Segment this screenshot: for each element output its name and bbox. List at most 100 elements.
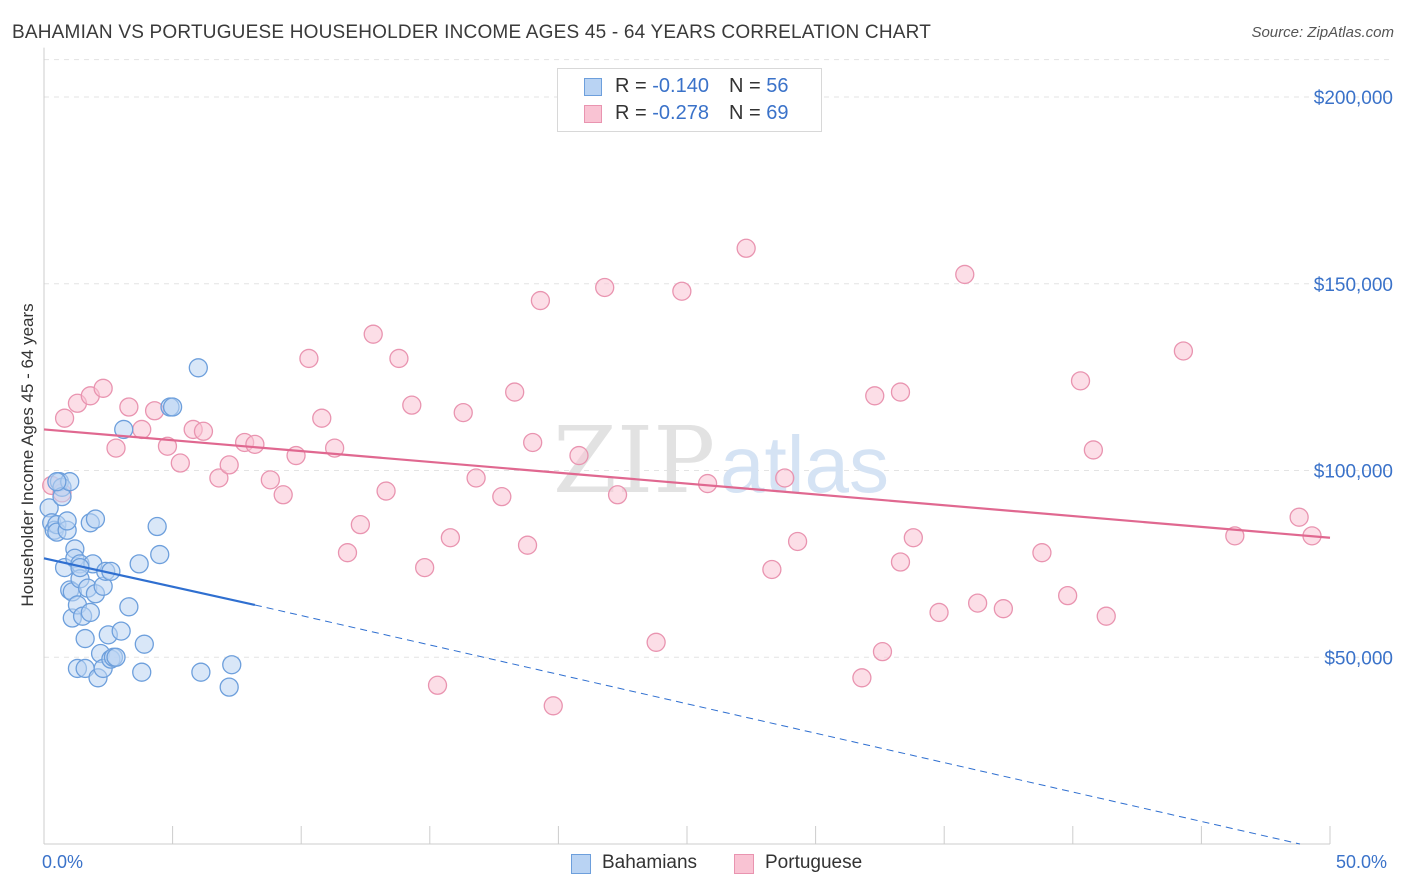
- legend-text-portuguese: R = -0.278 N = 69: [615, 102, 788, 125]
- portuguese-point: [219, 455, 239, 475]
- portuguese-point: [466, 468, 486, 488]
- bottom-legend-label-bahamians: Bahamians: [602, 852, 698, 873]
- portuguese-point: [762, 559, 782, 580]
- portuguese-point: [1289, 507, 1309, 527]
- portuguese-point: [1032, 543, 1052, 563]
- correlation-legend: R = -0.140 N = 56 R = -0.278 N = 69: [557, 68, 822, 132]
- portuguese-point: [312, 408, 332, 428]
- portuguese-point: [865, 386, 885, 406]
- bahamian-point: [111, 621, 131, 641]
- portuguese-point: [872, 641, 893, 662]
- portuguese-point: [440, 528, 461, 548]
- y-axis-label: Householder Income Ages 45 - 64 years: [18, 303, 37, 607]
- portuguese-point: [1070, 371, 1091, 391]
- portuguese-point: [903, 528, 923, 548]
- portuguese-point: [193, 421, 214, 441]
- portuguese-point: [787, 531, 808, 552]
- portuguese-point: [543, 696, 563, 716]
- portuguese-point: [1225, 526, 1245, 546]
- bahamian-point: [85, 509, 106, 529]
- portuguese-point: [517, 535, 538, 555]
- trend-layer: [43, 428, 1331, 845]
- portuguese-point: [337, 543, 358, 563]
- bahamian-point: [75, 628, 95, 649]
- portuguese-point: [523, 432, 543, 453]
- bottom-legend-label-portuguese: Portuguese: [765, 852, 863, 873]
- legend-text-bahamians: R = -0.140 N = 56: [615, 75, 788, 98]
- bahamian-point: [106, 647, 126, 667]
- y-tick-label: $150,000: [1314, 275, 1393, 296]
- bahamian-point: [114, 419, 134, 440]
- portuguese-point: [93, 378, 113, 398]
- portuguese-point: [245, 434, 265, 455]
- portuguese-point: [530, 290, 551, 311]
- portuguese-point: [955, 264, 975, 285]
- bottom-legend-swatch-portuguese: [734, 854, 754, 874]
- legend-swatch-portuguese: [584, 105, 602, 123]
- chart-title: BAHAMIAN VS PORTUGUESE HOUSEHOLDER INCOM…: [12, 22, 932, 43]
- bahamian-point: [147, 516, 167, 537]
- watermark-atlas: atlas: [720, 420, 889, 509]
- portuguese-point: [929, 602, 949, 623]
- legend-n-label: N =: [728, 102, 767, 124]
- portuguese-point: [119, 397, 139, 417]
- legend-n-value: 69: [766, 102, 789, 124]
- bahamian-point: [57, 511, 77, 531]
- bahamian-point: [47, 472, 67, 492]
- portuguese-point: [967, 593, 988, 613]
- portuguese-point: [646, 632, 666, 652]
- bahamian-point: [162, 397, 183, 417]
- y-tick-label: $50,000: [1324, 648, 1393, 669]
- legend-r-label: R =: [615, 75, 653, 97]
- portuguese-point: [157, 436, 178, 456]
- bahamian-point: [134, 634, 154, 654]
- portuguese-point: [54, 408, 75, 428]
- bahamian-trend-extension: [254, 604, 1301, 845]
- portuguese-point: [402, 395, 422, 415]
- portuguese-point: [1058, 585, 1078, 606]
- portuguese-point: [1173, 341, 1194, 361]
- bahamian-point: [219, 677, 239, 697]
- portuguese-point: [1083, 440, 1104, 460]
- bahamian-point: [188, 358, 208, 378]
- axes-layer: [43, 47, 1331, 845]
- portuguese-point: [890, 382, 911, 402]
- portuguese-points: [42, 238, 1322, 716]
- bahamian-point: [129, 554, 149, 574]
- portuguese-point: [569, 445, 589, 466]
- portuguese-point: [1096, 606, 1116, 626]
- portuguese-point: [427, 675, 448, 695]
- portuguese-point: [132, 419, 152, 440]
- portuguese-point: [363, 324, 383, 344]
- portuguese-point: [299, 348, 319, 369]
- legend-swatch-bahamians: [584, 78, 602, 96]
- legend-r-label: R =: [615, 102, 653, 124]
- portuguese-point: [376, 481, 396, 501]
- portuguese-point: [672, 281, 692, 301]
- portuguese-point: [775, 468, 795, 488]
- bahamian-point: [222, 655, 242, 675]
- bahamian-point: [191, 662, 211, 682]
- portuguese-point: [852, 668, 872, 688]
- portuguese-point: [209, 468, 229, 488]
- legend-n-label: N =: [728, 75, 767, 97]
- source-credit: Source: ZipAtlas.com: [1251, 24, 1394, 41]
- x-tick-label-min: 0.0%: [42, 852, 84, 872]
- portuguese-point: [389, 348, 409, 369]
- portuguese-point: [607, 485, 628, 505]
- grid-layer: [44, 59, 1394, 658]
- y-tick-label: $100,000: [1314, 462, 1393, 483]
- bahamian-point: [80, 602, 100, 623]
- portuguese-point: [273, 485, 293, 505]
- portuguese-point: [106, 438, 126, 458]
- portuguese-point: [260, 470, 280, 490]
- portuguese-point: [350, 515, 371, 535]
- portuguese-point: [492, 486, 512, 507]
- legend-r-value: -0.278: [652, 102, 709, 124]
- x-tick-label-max: 50.0%: [1336, 852, 1388, 872]
- y-tick-label: $200,000: [1314, 88, 1393, 109]
- legend-r-value: -0.140: [652, 75, 709, 97]
- portuguese-point: [736, 238, 756, 258]
- portuguese-point: [170, 453, 190, 473]
